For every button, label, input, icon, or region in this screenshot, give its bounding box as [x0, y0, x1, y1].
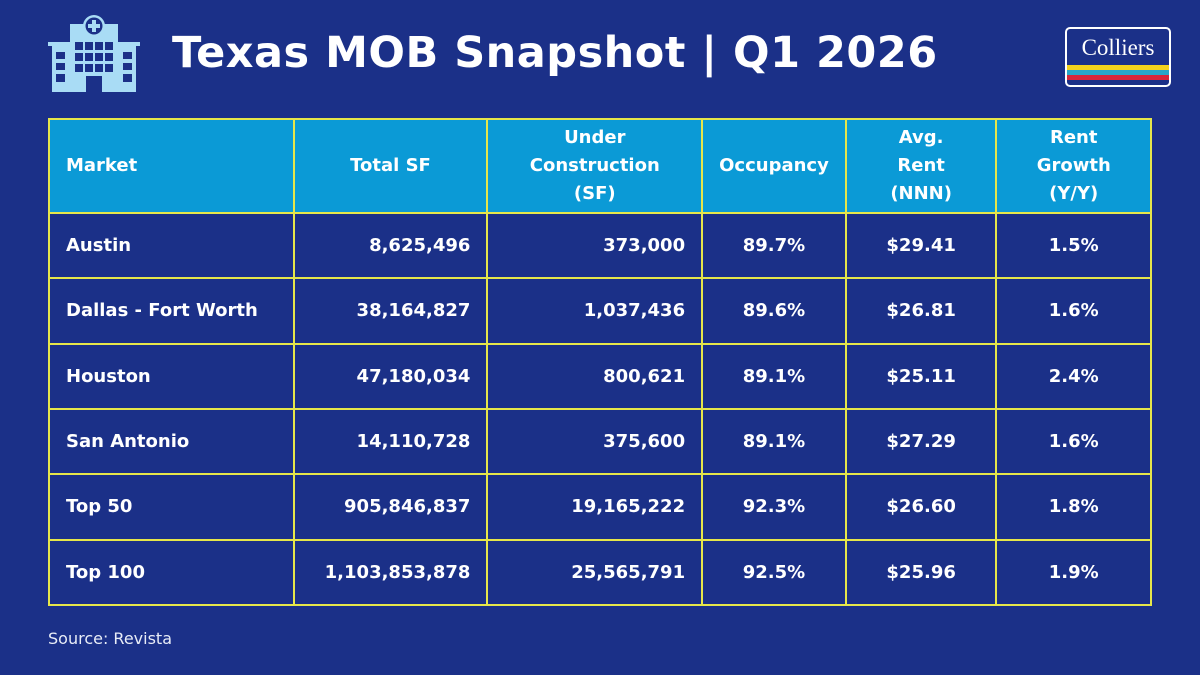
cell-market: Top 50 — [48, 473, 295, 541]
column-header-rent-growth: Rent Growth (Y/Y) — [995, 118, 1152, 214]
cell-avg-rent: $26.81 — [844, 277, 998, 345]
mob-snapshot-table: Market Total SF Under Construction (SF) … — [48, 118, 1152, 607]
cell-market: Houston — [48, 342, 295, 410]
column-header-under-construction: Under Construction (SF) — [486, 118, 704, 214]
cell-under-construction: 373,000 — [486, 211, 704, 280]
cell-market: Top 100 — [48, 538, 295, 607]
logo-stripe-red — [1067, 75, 1169, 80]
table-row: Dallas - Fort Worth 38,164,827 1,037,436 89… — [48, 277, 1152, 345]
column-header-occupancy: Occupancy — [701, 118, 847, 214]
hospital-icon — [48, 15, 140, 92]
cell-rent-growth: 1.9% — [995, 538, 1152, 607]
source-note: Source: Revista — [48, 629, 172, 648]
cell-under-construction: 19,165,222 — [486, 473, 704, 541]
cell-rent-growth: 2.4% — [995, 342, 1152, 410]
cell-under-construction: 25,565,791 — [486, 538, 704, 607]
cell-under-construction: 1,037,436 — [486, 277, 704, 345]
cell-occupancy: 89.6% — [701, 277, 847, 345]
cell-avg-rent: $25.11 — [844, 342, 998, 410]
colliers-logo: Colliers — [1065, 27, 1171, 87]
logo-stripe-yellow — [1067, 65, 1169, 70]
cell-occupancy: 89.1% — [701, 342, 847, 410]
cell-rent-growth: 1.6% — [995, 277, 1152, 345]
cell-avg-rent: $25.96 — [844, 538, 998, 607]
table-row: San Antonio 14,110,728 375,600 89.1% $27.29 1… — [48, 407, 1152, 476]
cell-rent-growth: 1.6% — [995, 407, 1152, 476]
page-title: Texas MOB Snapshot | Q1 2026 — [172, 28, 938, 78]
cell-occupancy: 89.7% — [701, 211, 847, 280]
cell-occupancy: 89.1% — [701, 407, 847, 476]
cell-market: Dallas - Fort Worth — [48, 277, 295, 345]
cell-occupancy: 92.3% — [701, 473, 847, 541]
logo-text: Colliers — [1081, 35, 1155, 60]
cell-rent-growth: 1.5% — [995, 211, 1152, 280]
cell-rent-growth: 1.8% — [995, 473, 1152, 541]
cell-avg-rent: $29.41 — [844, 211, 998, 280]
table-row: Top 50 905,846,837 19,165,222 92.3% $26.60 1.… — [48, 473, 1152, 541]
logo-stripe-teal — [1067, 70, 1169, 75]
cell-total-sf: 1,103,853,878 — [292, 538, 489, 607]
cell-avg-rent: $27.29 — [844, 407, 998, 476]
table-row: Houston 47,180,034 800,621 89.1% $25.11 2.4% — [48, 342, 1152, 410]
cell-total-sf: 47,180,034 — [292, 342, 489, 410]
cell-total-sf: 905,846,837 — [292, 473, 489, 541]
cell-total-sf: 38,164,827 — [292, 277, 489, 345]
table-row: Top 100 1,103,853,878 25,565,791 92.5% $25.9… — [48, 538, 1152, 607]
cell-avg-rent: $26.60 — [844, 473, 998, 541]
table-header-row: Market Total SF Under Construction (SF) … — [48, 118, 1152, 214]
column-header-avg-rent: Avg. Rent (NNN) — [844, 118, 998, 214]
cell-total-sf: 14,110,728 — [292, 407, 489, 476]
table-row: Austin 8,625,496 373,000 89.7% $29.41 1.5% — [48, 211, 1152, 280]
cell-market: Austin — [48, 211, 295, 280]
cell-total-sf: 8,625,496 — [292, 211, 489, 280]
column-header-market: Market — [48, 118, 295, 214]
cell-under-construction: 800,621 — [486, 342, 704, 410]
cell-occupancy: 92.5% — [701, 538, 847, 607]
cell-under-construction: 375,600 — [486, 407, 704, 476]
cell-market: San Antonio — [48, 407, 295, 476]
column-header-total-sf: Total SF — [292, 118, 489, 214]
